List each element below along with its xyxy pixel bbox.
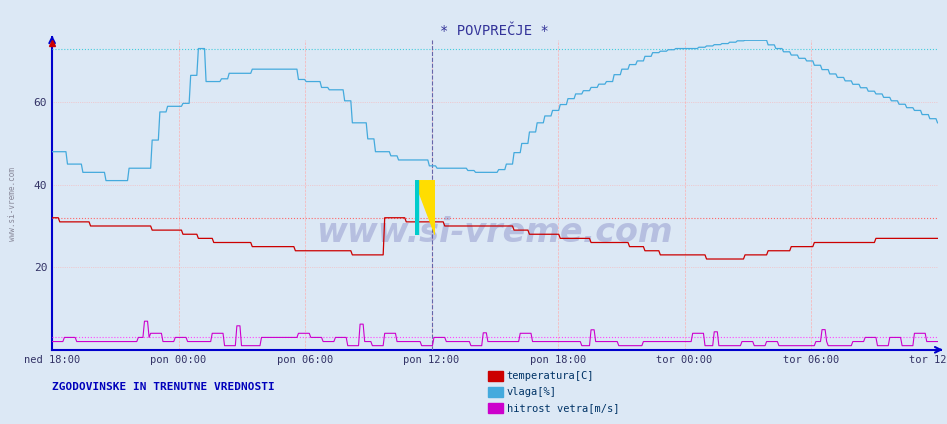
Text: vlaga[%]: vlaga[%] — [507, 387, 557, 397]
Text: ZGODOVINSKE IN TRENUTNE VREDNOSTI: ZGODOVINSKE IN TRENUTNE VREDNOSTI — [52, 382, 275, 392]
Text: www.si-vreme.com: www.si-vreme.com — [8, 167, 17, 240]
Polygon shape — [415, 180, 419, 235]
Polygon shape — [415, 180, 436, 235]
Text: temperatura[C]: temperatura[C] — [507, 371, 594, 381]
Title: * POVPREČJE *: * POVPREČJE * — [440, 24, 549, 38]
Text: www.si-vreme.com: www.si-vreme.com — [316, 216, 673, 249]
Text: hitrost vetra[m/s]: hitrost vetra[m/s] — [507, 403, 619, 413]
